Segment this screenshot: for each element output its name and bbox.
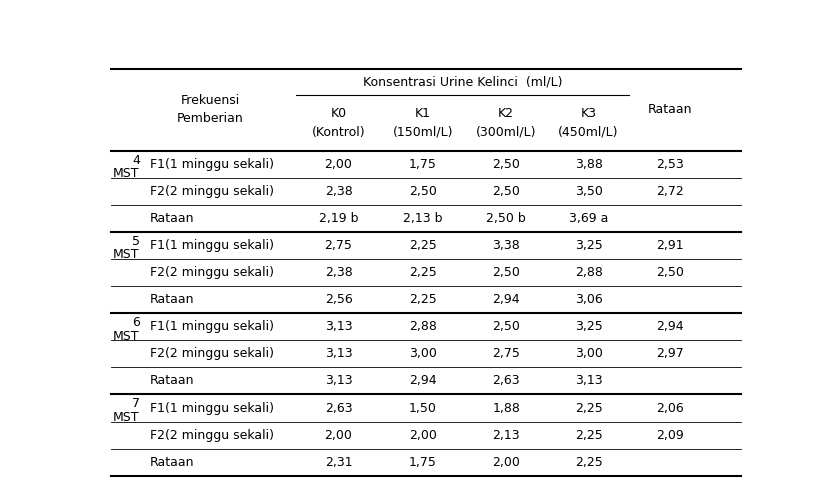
- Text: K3: K3: [581, 107, 597, 120]
- Text: Frekuensi
Pemberian: Frekuensi Pemberian: [177, 94, 244, 125]
- Text: 2,50: 2,50: [492, 320, 520, 333]
- Text: 3,25: 3,25: [575, 320, 603, 333]
- Text: Rataan: Rataan: [150, 455, 194, 469]
- Text: 2,72: 2,72: [656, 185, 684, 198]
- Text: 2,94: 2,94: [409, 375, 437, 388]
- Text: Rataan: Rataan: [150, 212, 194, 225]
- Text: 1,88: 1,88: [492, 402, 520, 415]
- Text: 2,75: 2,75: [492, 348, 520, 361]
- Text: 3,06: 3,06: [575, 293, 603, 306]
- Text: (450ml/L): (450ml/L): [558, 126, 618, 138]
- Text: F1(1 minggu sekali): F1(1 minggu sekali): [150, 320, 274, 333]
- Text: 3,13: 3,13: [325, 348, 352, 361]
- Text: (300ml/L): (300ml/L): [476, 126, 536, 138]
- Text: 2,00: 2,00: [409, 428, 437, 442]
- Text: 2,38: 2,38: [324, 266, 353, 279]
- Text: 2,50: 2,50: [409, 185, 437, 198]
- Text: 2,56: 2,56: [324, 293, 353, 306]
- Text: Konsentrasi Urine Kelinci  (ml/L): Konsentrasi Urine Kelinci (ml/L): [363, 76, 562, 89]
- Text: MST: MST: [112, 167, 139, 180]
- Text: 2,94: 2,94: [492, 293, 520, 306]
- Text: 2,25: 2,25: [575, 402, 603, 415]
- Text: 2,00: 2,00: [324, 428, 353, 442]
- Text: F2(2 minggu sekali): F2(2 minggu sekali): [150, 428, 274, 442]
- Text: 2,38: 2,38: [324, 185, 353, 198]
- Text: 2,09: 2,09: [656, 428, 684, 442]
- Text: MST: MST: [112, 330, 139, 343]
- Text: 2,63: 2,63: [492, 375, 520, 388]
- Text: 3,50: 3,50: [575, 185, 603, 198]
- Text: 2,75: 2,75: [324, 239, 353, 252]
- Text: MST: MST: [112, 411, 139, 424]
- Text: 2,50: 2,50: [492, 266, 520, 279]
- Text: Rataan: Rataan: [150, 293, 194, 306]
- Text: 3,00: 3,00: [409, 348, 437, 361]
- Text: 3,88: 3,88: [575, 158, 603, 171]
- Text: 2,50: 2,50: [492, 158, 520, 171]
- Text: F2(2 minggu sekali): F2(2 minggu sekali): [150, 185, 274, 198]
- Text: 2,13 b: 2,13 b: [403, 212, 442, 225]
- Text: 2,19 b: 2,19 b: [318, 212, 359, 225]
- Text: 2,25: 2,25: [409, 239, 437, 252]
- Text: 3,13: 3,13: [325, 375, 352, 388]
- Text: F1(1 minggu sekali): F1(1 minggu sekali): [150, 239, 274, 252]
- Text: F2(2 minggu sekali): F2(2 minggu sekali): [150, 348, 274, 361]
- Text: (150ml/L): (150ml/L): [393, 126, 453, 138]
- Text: 2,13: 2,13: [492, 428, 520, 442]
- Text: K1: K1: [415, 107, 431, 120]
- Text: 1,50: 1,50: [409, 402, 437, 415]
- Text: K2: K2: [498, 107, 514, 120]
- Text: 3,13: 3,13: [575, 375, 603, 388]
- Text: 2,00: 2,00: [324, 158, 353, 171]
- Text: 2,88: 2,88: [409, 320, 437, 333]
- Text: 2,31: 2,31: [325, 455, 352, 469]
- Text: K0: K0: [330, 107, 347, 120]
- Text: 2,88: 2,88: [575, 266, 603, 279]
- Text: 6: 6: [132, 316, 141, 329]
- Text: 4: 4: [132, 154, 141, 167]
- Text: 2,25: 2,25: [409, 293, 437, 306]
- Text: 3,00: 3,00: [575, 348, 603, 361]
- Text: 2,50: 2,50: [492, 185, 520, 198]
- Text: (Kontrol): (Kontrol): [312, 126, 365, 138]
- Text: 2,50 b: 2,50 b: [486, 212, 526, 225]
- Text: F1(1 minggu sekali): F1(1 minggu sekali): [150, 158, 274, 171]
- Text: 3,38: 3,38: [492, 239, 520, 252]
- Text: 3,13: 3,13: [325, 320, 352, 333]
- Text: 2,25: 2,25: [409, 266, 437, 279]
- Text: 2,25: 2,25: [575, 428, 603, 442]
- Text: Rataan: Rataan: [648, 103, 692, 116]
- Text: 2,53: 2,53: [656, 158, 684, 171]
- Text: F2(2 minggu sekali): F2(2 minggu sekali): [150, 266, 274, 279]
- Text: 2,25: 2,25: [575, 455, 603, 469]
- Text: 7: 7: [132, 398, 141, 411]
- Text: 2,91: 2,91: [656, 239, 684, 252]
- Text: 1,75: 1,75: [409, 455, 437, 469]
- Text: 2,00: 2,00: [492, 455, 520, 469]
- Text: 2,06: 2,06: [656, 402, 684, 415]
- Text: 2,94: 2,94: [656, 320, 684, 333]
- Text: 3,25: 3,25: [575, 239, 603, 252]
- Text: 2,63: 2,63: [325, 402, 352, 415]
- Text: 2,50: 2,50: [656, 266, 684, 279]
- Text: 5: 5: [132, 235, 141, 248]
- Text: 3,69 a: 3,69 a: [569, 212, 608, 225]
- Text: 2,97: 2,97: [656, 348, 684, 361]
- Text: MST: MST: [112, 248, 139, 261]
- Text: Rataan: Rataan: [150, 375, 194, 388]
- Text: F1(1 minggu sekali): F1(1 minggu sekali): [150, 402, 274, 415]
- Text: 1,75: 1,75: [409, 158, 437, 171]
